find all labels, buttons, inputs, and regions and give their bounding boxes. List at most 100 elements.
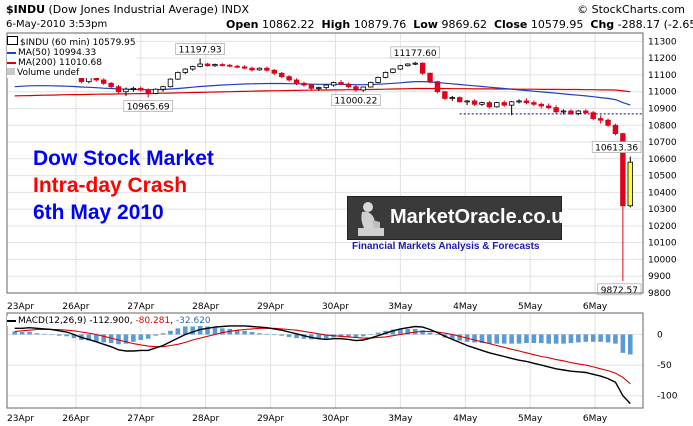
candle-body xyxy=(293,79,300,84)
candle-body xyxy=(583,110,589,114)
chart-header: $INDU (Dow Jones Industrial Average) IND… xyxy=(6,3,249,16)
macd-histogram-bar xyxy=(294,334,299,339)
legend-main: $INDU (60 min) 10579.95 xyxy=(7,36,136,48)
macd-y-tick-label: -100 xyxy=(657,392,678,402)
macd-histogram-bar xyxy=(175,328,181,335)
macd-histogram-bar xyxy=(368,334,374,335)
macd-y-tick-label: 0 xyxy=(657,330,663,340)
macd-histogram-bar xyxy=(613,334,618,344)
price-x-tick-label: 3May xyxy=(388,302,413,312)
macd-histogram-bar xyxy=(316,334,322,340)
macd-histogram-bar xyxy=(427,332,433,335)
macd-histogram-bar xyxy=(620,334,626,353)
price-y-tick-label: 9900 xyxy=(648,272,671,282)
macd-legend: MACD(12,26,9) -112.900, -80.281, -32.620 xyxy=(7,316,211,326)
candle-body xyxy=(145,89,151,94)
macd-histogram-bar xyxy=(360,334,366,337)
candle-body xyxy=(182,68,188,73)
candle-body xyxy=(234,65,240,68)
price-y-tick-label: 11200 xyxy=(648,54,677,64)
macd-histogram-bar xyxy=(553,334,559,344)
macd-histogram-bar xyxy=(627,334,633,355)
candle-body xyxy=(486,102,493,108)
price-annotation-box xyxy=(123,100,173,112)
candle-body xyxy=(382,72,389,78)
macd-histogram-bar xyxy=(390,329,396,335)
legend-ma200: MA(200) 11010.68 xyxy=(7,58,136,68)
open-value: 10862.22 xyxy=(262,18,315,31)
macd-histogram-bar xyxy=(108,334,114,344)
candle-body xyxy=(523,100,530,104)
price-x-tick-label: 29Apr xyxy=(257,302,284,312)
macd-histogram-bar xyxy=(487,334,492,344)
macd-x-tick-label: 27Apr xyxy=(127,414,154,424)
price-x-tick-label: 4May xyxy=(453,302,478,312)
price-x-tick-label: 30Apr xyxy=(322,302,349,312)
price-y-tick-label: 9800 xyxy=(648,289,671,299)
macd-histogram-bar xyxy=(56,334,62,336)
open-label: Open xyxy=(226,18,259,31)
candle-body xyxy=(204,63,211,67)
candle-body xyxy=(115,86,122,93)
candle-body xyxy=(479,102,485,105)
price-x-tick-label: 5May xyxy=(518,302,543,312)
candle-body xyxy=(538,103,544,107)
logo-text: MarketOracle.co.uk xyxy=(390,206,575,228)
macd-histogram-bar xyxy=(271,334,277,336)
candle-body xyxy=(405,63,411,67)
macd-histogram-bar xyxy=(576,334,581,343)
macd-histogram-bar xyxy=(145,334,151,339)
candle-body xyxy=(256,67,263,71)
price-y-tick-label: 10800 xyxy=(648,121,677,131)
candle-body xyxy=(597,118,604,121)
candle-body xyxy=(360,86,366,91)
macd-histogram-bar xyxy=(605,334,611,343)
price-y-tick-label: 10400 xyxy=(648,188,677,198)
overlay-line-3: 6th May 2010 xyxy=(33,201,164,224)
low-label: Low xyxy=(413,18,438,31)
candle-body xyxy=(345,83,352,88)
macd-panel-frame xyxy=(6,312,644,409)
overlay-line-1: Dow Stock Market xyxy=(33,147,214,170)
price-x-tick-label: 26Apr xyxy=(62,302,89,312)
chg-label: Chg xyxy=(590,18,615,31)
macd-line xyxy=(14,325,631,405)
macd-histogram-bar xyxy=(153,334,158,336)
macd-histogram-bar xyxy=(375,332,381,335)
macd-histogram-bar xyxy=(583,334,589,342)
candle-body xyxy=(219,64,226,66)
macd-histogram-bar xyxy=(494,334,500,344)
candle-body xyxy=(271,69,277,74)
macd-signal-line xyxy=(14,327,631,385)
macd-name: MACD(12,26,9) xyxy=(18,316,87,326)
price-annotation-box xyxy=(331,94,381,107)
macd-histogram-bar xyxy=(123,334,129,344)
candle-body xyxy=(212,64,218,67)
ma200-line xyxy=(14,87,631,97)
candle-body xyxy=(434,81,441,93)
candle-body xyxy=(442,91,448,99)
macd-histogram-bar xyxy=(301,334,307,339)
price-annotation: 10965.69 xyxy=(127,103,170,113)
candle-body xyxy=(546,105,552,109)
price-y-tick-label: 10200 xyxy=(648,222,677,232)
macd-histogram-bar xyxy=(168,330,173,335)
candle-body xyxy=(190,66,196,70)
low-value: 9869.62 xyxy=(441,18,487,31)
price-y-tick-label: 10000 xyxy=(648,255,677,265)
macd-histogram-bar xyxy=(205,326,210,335)
candle-body xyxy=(330,82,337,86)
overlay-line-2: Intra-day Crash xyxy=(33,174,188,197)
macd-histogram-bar xyxy=(93,334,99,342)
candle-body xyxy=(338,82,344,85)
candle-body xyxy=(605,119,611,126)
macd-histogram-bar xyxy=(598,334,603,342)
macd-histogram-bar xyxy=(524,334,529,344)
macd-x-tick-label: 4May xyxy=(453,414,478,424)
macd-histogram-bar xyxy=(279,334,285,336)
macd-histogram-bar xyxy=(590,334,596,342)
macd-histogram-bar xyxy=(220,328,225,335)
candle-body xyxy=(568,110,574,114)
candle-body xyxy=(620,133,626,207)
ma50-line xyxy=(14,80,631,106)
